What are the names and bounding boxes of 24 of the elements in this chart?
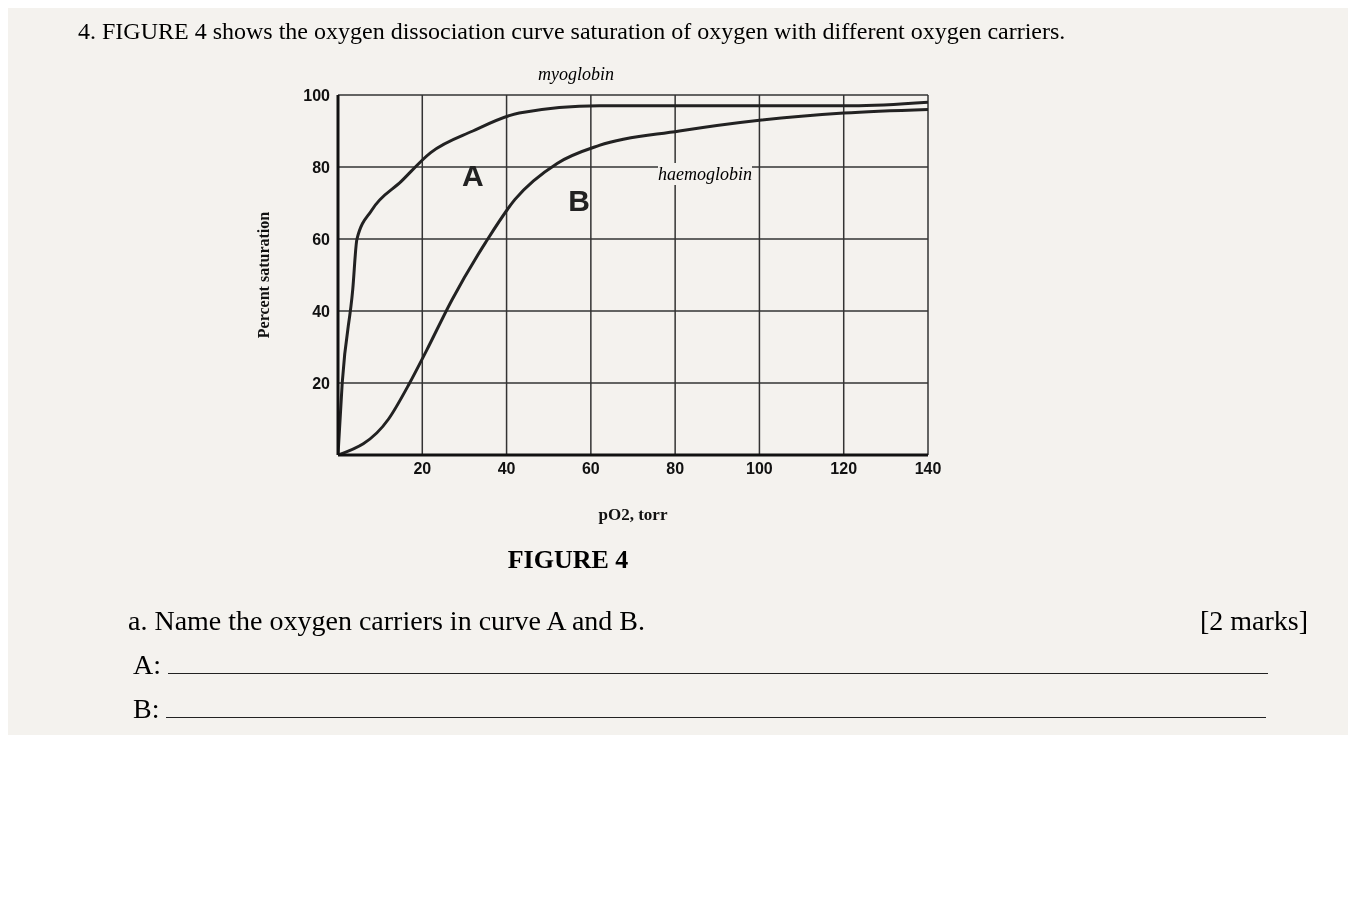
text: myoglobin xyxy=(538,63,614,85)
text: a. Name the oxygen carriers in curve A and B. xyxy=(128,605,646,637)
y-tick-label: 100 xyxy=(303,86,331,104)
series-label: B xyxy=(568,184,590,218)
x-tick-label: 20 xyxy=(413,460,432,478)
x-tick-label: 40 xyxy=(497,460,516,478)
y-tick-label: 60 xyxy=(312,230,331,248)
y-tick-label: 40 xyxy=(312,302,331,320)
x-tick-label: 140 xyxy=(914,460,942,478)
x-axis-title: pO2, torr xyxy=(598,505,668,524)
x-tick-label: 120 xyxy=(830,460,858,478)
y-axis-title: Percent saturation xyxy=(254,211,272,339)
x-tick-label: 60 xyxy=(581,460,600,478)
y-tick-label: 20 xyxy=(312,374,331,392)
x-tick-label: 100 xyxy=(746,460,773,478)
caption: FIGURE 4 xyxy=(506,545,630,575)
chart-title: 4. FIGURE 4 shows the oxygen dissociation curve saturation of oxygen with different oxygen carriers. xyxy=(78,18,1067,45)
text: B: xyxy=(133,693,161,725)
series-label: A xyxy=(462,159,484,192)
text: A: xyxy=(133,649,162,681)
y-tick-label: 80 xyxy=(312,158,331,176)
x-tick-label: 80 xyxy=(666,460,685,478)
text: [2 marks] xyxy=(1199,605,1308,637)
annotation: haemoglobin xyxy=(658,163,752,185)
